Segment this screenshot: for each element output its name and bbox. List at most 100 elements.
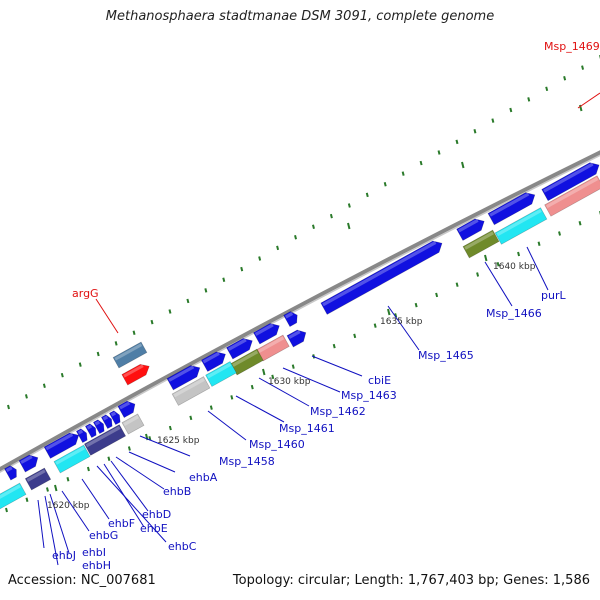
gene-msp1461 bbox=[205, 361, 237, 387]
genome-backbone bbox=[0, 150, 600, 472]
tick-mark-8 bbox=[150, 319, 154, 325]
tick-mark-10 bbox=[186, 298, 190, 304]
tick-mark-47 bbox=[271, 374, 275, 380]
tick-mark-30 bbox=[545, 86, 549, 92]
tick-mark-1 bbox=[24, 394, 28, 399]
tick-mark-60 bbox=[537, 241, 541, 246]
gene-ehb-small-3 bbox=[100, 414, 113, 430]
tick-mark-28 bbox=[509, 107, 513, 113]
gene-cbie bbox=[286, 329, 307, 348]
tick-mark-22 bbox=[401, 171, 405, 176]
kbp-label-2: 1630 kbp bbox=[268, 377, 311, 387]
tick-mark-40 bbox=[127, 446, 131, 451]
tick-mark-37 bbox=[66, 477, 70, 482]
leader-line-16 bbox=[81, 478, 110, 520]
tick-mark-2 bbox=[42, 383, 46, 389]
gene-ehbF bbox=[53, 444, 91, 474]
map-title: Methanosphaera stadtmanae DSM 3091, comp… bbox=[105, 9, 495, 24]
leader-line-9 bbox=[207, 410, 247, 441]
gene-label-ehbe[interactable]: ehbE bbox=[140, 522, 168, 535]
kbp-label-0: 1620 kbp bbox=[47, 501, 90, 511]
tick-mark-0 bbox=[7, 404, 10, 410]
tick-mark-17 bbox=[311, 224, 315, 229]
tick-mark-19 bbox=[347, 203, 351, 208]
leader-line-6 bbox=[282, 367, 341, 393]
tick-mark-20 bbox=[365, 192, 369, 198]
leader-line-20 bbox=[37, 499, 45, 549]
gene-argg-steel bbox=[112, 341, 148, 369]
major-tick-4 bbox=[484, 254, 488, 262]
gene-labels: Msp_1469 argG Msp_1466 purL Msp_1465 cbiE Msp_… bbox=[52, 40, 600, 572]
gene-msp1466-outer bbox=[487, 192, 536, 226]
gene-label-purl[interactable]: purL bbox=[541, 289, 566, 302]
tick-mark-15 bbox=[276, 245, 280, 251]
tick-mark-32 bbox=[581, 65, 585, 70]
tick-mark-35 bbox=[25, 497, 29, 503]
gene-cbie-outer bbox=[283, 311, 298, 328]
gene-label-msp-1469[interactable]: Msp_1469 bbox=[544, 40, 600, 53]
tick-mark-23 bbox=[419, 160, 423, 166]
tick-mark-12 bbox=[222, 277, 226, 282]
tick-mark-29 bbox=[527, 97, 531, 102]
gene-label-ehbh[interactable]: ehbH bbox=[82, 559, 111, 572]
gene-msp1463-outer bbox=[253, 323, 280, 345]
major-tick-3 bbox=[387, 308, 391, 316]
gene-label-ehbd[interactable]: ehbD bbox=[142, 508, 171, 521]
kbp-label-3: 1635 kbp bbox=[380, 317, 423, 327]
gene-label-ehbc[interactable]: ehbC bbox=[168, 540, 197, 553]
gene-label-ehbg[interactable]: ehbG bbox=[89, 529, 118, 542]
gene-msp1460 bbox=[171, 376, 211, 406]
gene-label-cbie[interactable]: cbiE bbox=[368, 374, 391, 387]
gene-features bbox=[0, 162, 600, 512]
gene-label-msp-1458[interactable]: Msp_1458 bbox=[219, 455, 275, 468]
tick-mark-6 bbox=[114, 341, 118, 346]
accession-text: Accession: NC_007681 bbox=[8, 573, 156, 588]
gene-msp1462-outer bbox=[226, 338, 253, 360]
gene-label-msp-1460[interactable]: Msp_1460 bbox=[249, 438, 305, 451]
label-leaders bbox=[37, 92, 600, 566]
tick-mark-57 bbox=[476, 272, 480, 277]
major-tick-0 bbox=[54, 484, 58, 492]
gene-label-ehbf[interactable]: ehbF bbox=[108, 517, 135, 530]
tick-mark-51 bbox=[353, 333, 357, 339]
gene-label-msp-1463[interactable]: Msp_1463 bbox=[341, 389, 397, 402]
leader-line-18 bbox=[49, 493, 70, 554]
tick-mark-59 bbox=[517, 251, 521, 257]
tick-mark-36 bbox=[45, 487, 49, 492]
tick-mark-16 bbox=[294, 235, 298, 240]
tick-mark-56 bbox=[455, 282, 459, 287]
gene-ehb-outer-1 bbox=[43, 432, 80, 459]
leader-line-0 bbox=[577, 92, 600, 109]
tick-mark-11 bbox=[204, 288, 208, 293]
tick-mark-31 bbox=[563, 75, 567, 81]
tick-mark-13 bbox=[240, 266, 244, 272]
gene-ehb-outer-2 bbox=[18, 454, 39, 473]
gene-purl bbox=[544, 175, 600, 217]
gene-cyan-1466 bbox=[494, 207, 548, 245]
gene-label-ehbb[interactable]: ehbB bbox=[163, 485, 191, 498]
leader-line-5 bbox=[311, 355, 363, 377]
tick-mark-27 bbox=[491, 118, 495, 123]
tick-mark-61 bbox=[558, 231, 562, 236]
tick-mark-55 bbox=[435, 292, 439, 298]
kbp-label-1: 1625 kbp bbox=[157, 436, 200, 446]
tick-mark-34 bbox=[5, 507, 8, 513]
tick-mark-44 bbox=[209, 405, 213, 410]
gene-msp1458 bbox=[121, 413, 145, 435]
leader-line-13 bbox=[110, 460, 149, 512]
tick-mark-9 bbox=[168, 309, 172, 314]
gene-label-msp-1461[interactable]: Msp_1461 bbox=[279, 422, 335, 435]
major-tick-2 bbox=[262, 368, 266, 376]
gene-label-ehbj[interactable]: ehbJ bbox=[52, 549, 76, 562]
gene-label-ehba[interactable]: ehbA bbox=[189, 471, 218, 484]
gene-ehb-small-4 bbox=[108, 410, 121, 426]
kbp-labels: 1620 kbp 1625 kbp 1630 kbp 1635 kbp 1640 kbp bbox=[47, 262, 536, 511]
tick-mark-58 bbox=[496, 261, 500, 267]
tick-mark-38 bbox=[86, 466, 90, 472]
gene-label-msp-1465[interactable]: Msp_1465 bbox=[418, 349, 474, 362]
gene-label-msp-1466[interactable]: Msp_1466 bbox=[486, 307, 542, 320]
gene-label-ehbi[interactable]: ehbI bbox=[82, 546, 106, 559]
gene-label-msp-1462[interactable]: Msp_1462 bbox=[310, 405, 366, 418]
gene-label-argg[interactable]: argG bbox=[72, 287, 99, 300]
leader-line-12 bbox=[115, 456, 165, 490]
